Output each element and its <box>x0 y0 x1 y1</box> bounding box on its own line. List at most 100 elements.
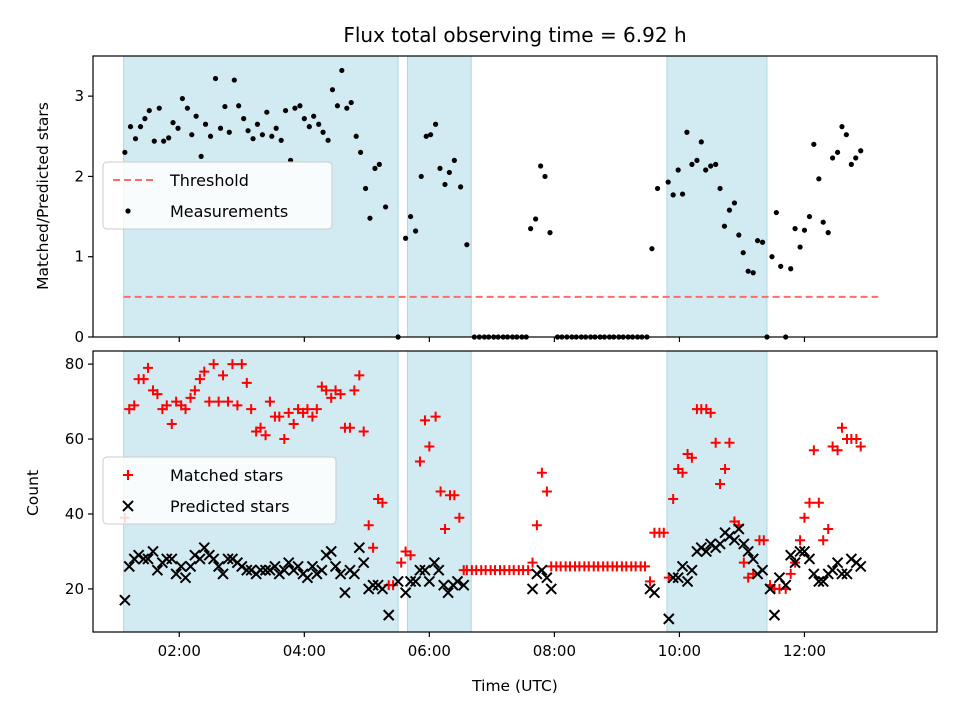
predicted-stars-point <box>817 575 829 588</box>
measurement-point <box>184 105 191 111</box>
predicted-stars-point <box>259 564 272 576</box>
x-tick-label: 08:00 <box>533 642 576 660</box>
predicted-stars-point <box>123 560 135 573</box>
x-tick-label: 10:00 <box>658 642 701 660</box>
matched-stars-point <box>449 490 460 501</box>
measurement-point <box>689 161 695 167</box>
predicted-stars-point <box>813 575 825 588</box>
top-y-tick-label: 3 <box>74 87 84 105</box>
matched-stars-point <box>454 512 465 523</box>
measurement-point <box>820 219 826 225</box>
matched-stars-point <box>804 497 815 508</box>
predicted-stars-point <box>334 568 347 580</box>
matched-stars-point <box>743 572 754 583</box>
predicted-stars-point <box>526 583 539 595</box>
x-tick-label: 12:00 <box>783 642 826 660</box>
measurement-point <box>282 107 289 114</box>
measurement-point <box>297 103 303 109</box>
measurement-point <box>269 133 275 139</box>
measurement-point <box>665 179 671 185</box>
measurement-point <box>329 87 336 93</box>
measurement-point <box>834 149 841 155</box>
matched-stars-point <box>185 392 196 403</box>
predicted-stars-point <box>404 575 417 588</box>
measurement-point <box>769 254 775 260</box>
x-axis-label: Time (UTC) <box>471 677 558 695</box>
predicted-stars-point <box>383 609 395 621</box>
measurement-point <box>348 99 354 106</box>
predicted-stars-point <box>254 564 267 576</box>
matched-stars-point <box>326 392 337 403</box>
measurement-point <box>344 105 350 111</box>
matched-stars-point <box>227 359 238 370</box>
predicted-stars-point <box>803 553 816 565</box>
matched-stars-point <box>823 523 834 534</box>
legend-label: Predicted stars <box>170 497 290 516</box>
measurement-point <box>740 250 746 256</box>
measurement-point <box>538 163 544 169</box>
top-y-axis-label: Matched/Predicted stars <box>34 102 52 290</box>
measurement-point <box>259 132 266 138</box>
predicted-stars-point <box>217 568 229 580</box>
matched-stars-point <box>724 437 735 448</box>
matched-stars-point <box>531 520 542 531</box>
matched-stars-point <box>344 422 355 433</box>
matched-stars-point <box>435 486 446 497</box>
predicted-stars-point <box>292 560 304 573</box>
matched-stars-point <box>640 561 651 572</box>
measurement-point <box>245 128 251 134</box>
predicted-stars-point <box>278 564 291 576</box>
measurement-point <box>858 148 864 154</box>
predicted-stars-point <box>836 568 848 580</box>
measurement-point <box>353 133 359 139</box>
predicted-stars-point <box>142 553 154 565</box>
matched-stars-point <box>808 445 819 456</box>
predicted-stars-point <box>747 553 759 565</box>
measurement-point <box>292 105 298 111</box>
measurement-point <box>334 103 341 109</box>
matched-stars-point <box>283 407 294 418</box>
measurement-point <box>708 163 714 169</box>
measurement-point <box>446 169 452 176</box>
bottom-y-tick-label: 60 <box>65 430 84 448</box>
matched-stars-point <box>161 400 172 411</box>
predicted-stars-point <box>269 560 281 573</box>
matched-stars-point <box>400 546 411 557</box>
measurement-point <box>853 155 859 161</box>
predicted-stars-point <box>409 575 422 588</box>
matched-stars-point <box>255 422 266 433</box>
measurement-point <box>829 155 836 161</box>
measurement-point <box>759 239 766 245</box>
legend-label: Measurements <box>170 202 288 221</box>
measurement-point <box>792 226 798 232</box>
predicted-stars-point <box>681 575 694 588</box>
predicted-stars-point <box>399 586 412 599</box>
matched-stars-point <box>321 385 332 396</box>
matched-stars-point <box>241 377 252 388</box>
matched-stars-point <box>738 557 749 568</box>
measurement-point <box>839 124 845 130</box>
predicted-stars-point <box>376 583 389 595</box>
measurement-point <box>698 139 704 145</box>
predicted-stars-point <box>733 523 745 535</box>
predicted-stars-point <box>545 583 557 595</box>
measurement-point <box>418 173 424 180</box>
predicted-stars-point <box>353 541 366 554</box>
measurement-point <box>151 138 157 144</box>
matched-stars-point <box>354 370 365 381</box>
bottom-y-tick-label: 40 <box>65 505 84 523</box>
predicted-stars-point <box>768 609 781 621</box>
top-shaded-interval <box>406 55 472 338</box>
matched-stars-point <box>832 445 843 456</box>
predicted-stars-point <box>175 560 187 573</box>
matched-stars-point <box>180 404 191 415</box>
matched-stars-point <box>827 441 838 452</box>
predicted-stars-point <box>841 568 853 580</box>
chart-title: Flux total observing time = 6.92 h <box>343 23 686 47</box>
measurement-point <box>464 242 470 248</box>
matched-stars-point <box>171 396 182 407</box>
measurement-point <box>801 227 808 233</box>
matched-stars-point <box>218 370 229 381</box>
measurement-point <box>137 124 144 130</box>
matched-stars-point <box>213 396 224 407</box>
